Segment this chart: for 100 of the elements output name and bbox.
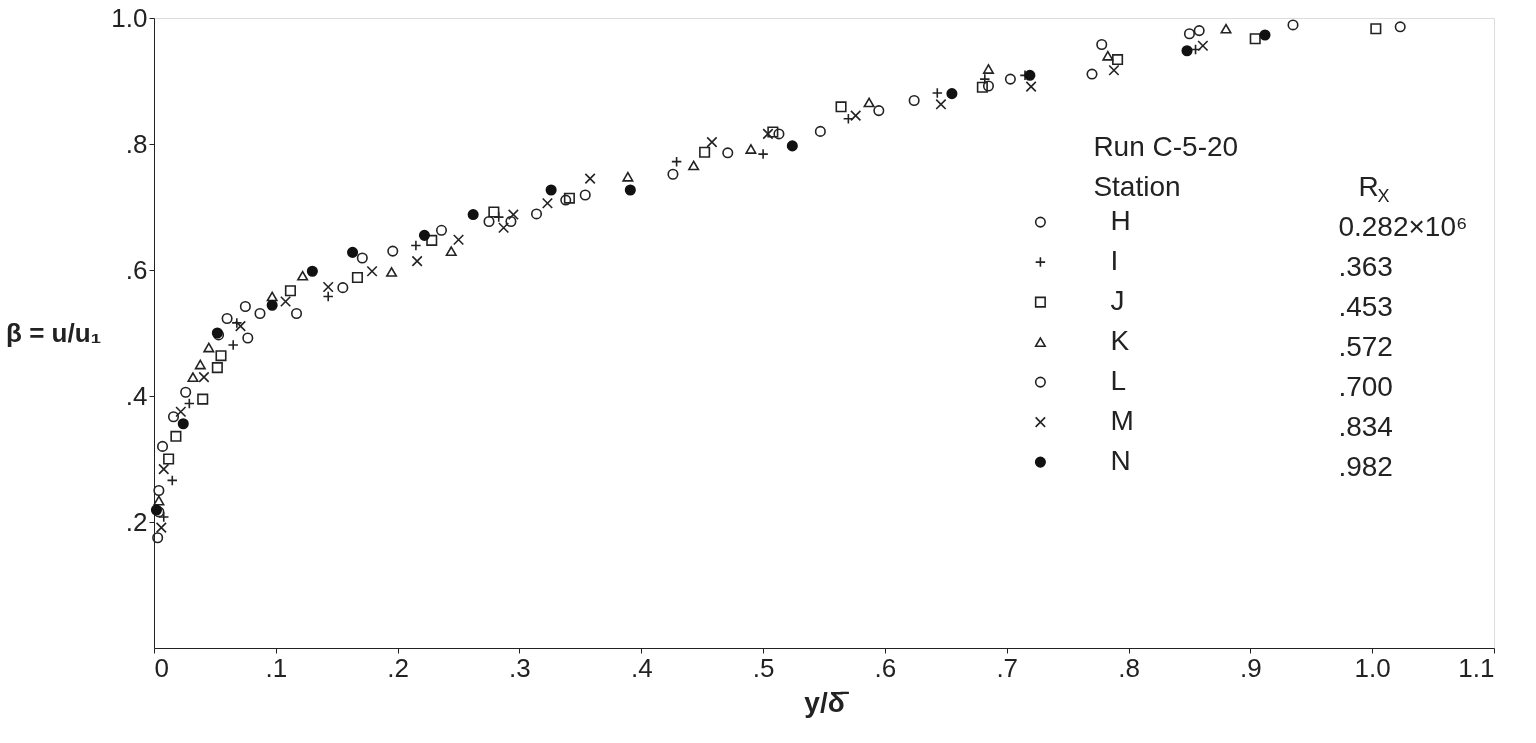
- y-tick-label: .4: [125, 380, 148, 411]
- point: [453, 234, 465, 246]
- point: [530, 208, 543, 220]
- point: [773, 128, 785, 140]
- legend-label: H: [1110, 205, 1131, 237]
- point: [1193, 25, 1205, 37]
- point: [722, 147, 734, 159]
- point: [234, 320, 247, 332]
- point: [622, 171, 634, 182]
- legend-label: N: [1110, 445, 1131, 477]
- point: [745, 144, 757, 154]
- point: [411, 255, 423, 267]
- point: [541, 197, 554, 209]
- point: [1086, 68, 1098, 80]
- x-tick-label: .6: [874, 652, 897, 683]
- point: [387, 245, 399, 257]
- point: [579, 189, 591, 201]
- point: [706, 136, 718, 148]
- point: [356, 252, 368, 264]
- point: [786, 140, 798, 152]
- annotation: .982: [1338, 451, 1393, 483]
- point: [814, 125, 826, 137]
- point: [507, 209, 519, 221]
- legend-label: I: [1110, 245, 1119, 277]
- point: [211, 362, 223, 374]
- point: [1259, 29, 1271, 41]
- x-tick-label: .9: [1240, 652, 1262, 683]
- point: [239, 301, 251, 313]
- point: [306, 265, 318, 277]
- legend-label: M: [1110, 405, 1134, 437]
- x-tick-label: .3: [509, 652, 531, 683]
- point: [667, 168, 679, 180]
- point: [153, 495, 165, 506]
- y-tick-label: 1.0: [111, 2, 148, 33]
- point: [266, 291, 278, 302]
- point: [426, 234, 438, 246]
- x-tick-label: 1.1: [1458, 652, 1495, 683]
- point: [1096, 38, 1108, 50]
- point: [624, 184, 636, 196]
- x-axis-title: y/δ̄: [804, 686, 850, 718]
- point: [1220, 23, 1232, 34]
- point: [337, 282, 349, 294]
- point: [290, 307, 303, 319]
- point: [1112, 54, 1124, 66]
- point: [1197, 40, 1209, 52]
- x-tick-label: .4: [630, 652, 653, 683]
- point: [167, 411, 180, 423]
- point: [194, 359, 206, 370]
- point: [1108, 64, 1120, 76]
- annotation: .572: [1338, 331, 1393, 363]
- point: [505, 215, 517, 228]
- point: [863, 97, 875, 108]
- point: [197, 393, 209, 405]
- point: [156, 440, 169, 452]
- point: [322, 281, 334, 293]
- point: [203, 342, 215, 353]
- x-tick-label: .5: [752, 652, 775, 683]
- point: [699, 146, 711, 158]
- legend-title: Run C-5-20: [1093, 131, 1239, 163]
- point: [297, 270, 309, 281]
- point: [873, 105, 885, 117]
- annotation: .834: [1338, 411, 1393, 443]
- point: [351, 272, 363, 284]
- annotation: 0.282×10⁶: [1338, 211, 1468, 243]
- point: [982, 80, 994, 92]
- point: [946, 88, 958, 100]
- point: [908, 95, 920, 107]
- y-axis-title: β = u/u₁: [6, 317, 102, 348]
- point: [1181, 45, 1193, 57]
- point: [347, 246, 359, 258]
- point: [170, 430, 182, 442]
- y-tick-label: .8: [125, 128, 148, 159]
- point: [584, 173, 596, 185]
- point: [767, 126, 779, 138]
- legend-label: J: [1110, 285, 1125, 317]
- point: [1102, 50, 1114, 61]
- legend-label: K: [1110, 325, 1130, 357]
- point: [1249, 33, 1261, 45]
- annotation: .363: [1338, 251, 1393, 283]
- point: [483, 215, 495, 228]
- point: [177, 418, 189, 430]
- point: [976, 81, 988, 93]
- point: [545, 184, 557, 196]
- annotation: .700: [1338, 371, 1393, 403]
- annotation: Station: [1093, 171, 1181, 203]
- point: [1004, 73, 1016, 85]
- point: [688, 160, 700, 171]
- point: [180, 386, 192, 398]
- point: [284, 285, 296, 297]
- point: [187, 372, 199, 383]
- point: [1287, 19, 1299, 31]
- point: [221, 312, 233, 325]
- x-tick-label: .2: [387, 652, 409, 683]
- point: [198, 371, 210, 383]
- point: [266, 299, 278, 311]
- point: [762, 128, 774, 140]
- legend-label: L: [1110, 365, 1126, 397]
- point: [1183, 28, 1195, 40]
- point: [982, 64, 994, 74]
- point: [488, 206, 500, 218]
